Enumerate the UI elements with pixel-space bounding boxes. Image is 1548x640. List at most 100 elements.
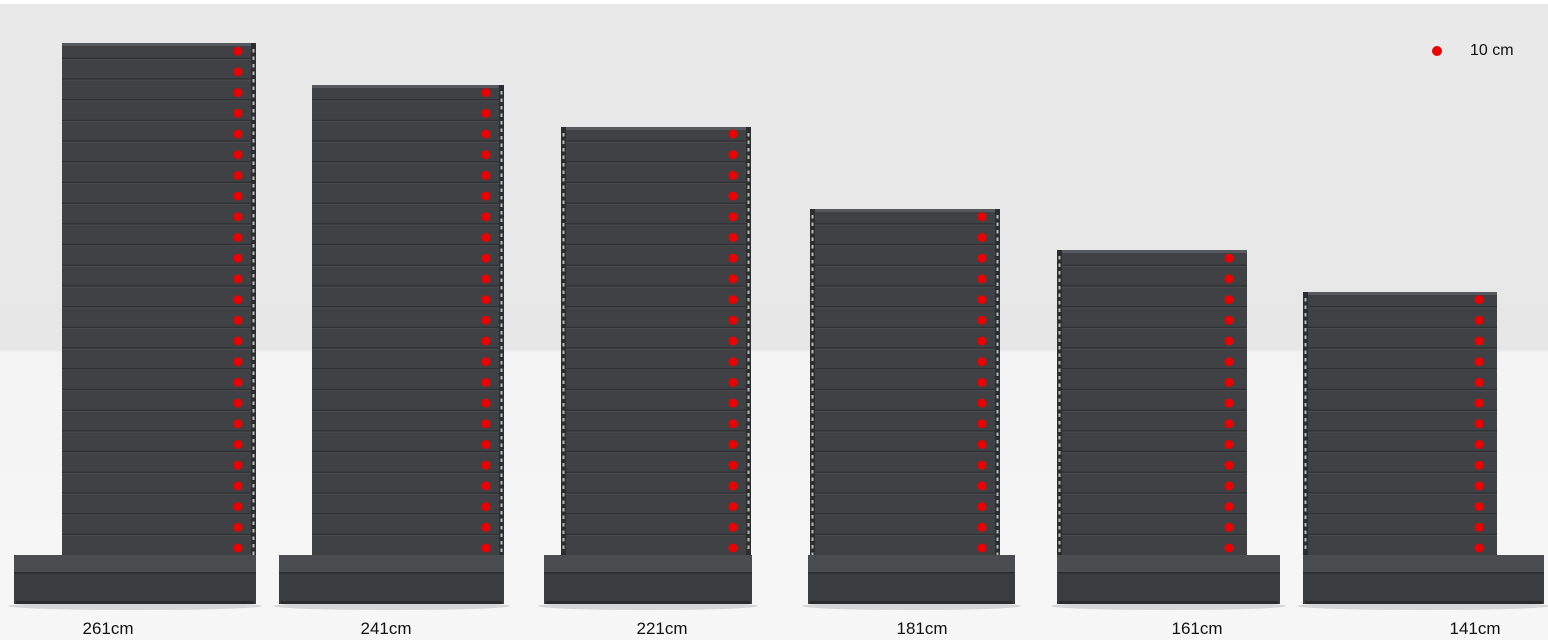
base-edge-unit-1 bbox=[14, 572, 256, 574]
upright-slot bbox=[811, 380, 814, 384]
height-label-unit-3: 221cm bbox=[636, 619, 688, 638]
base-edge-unit-3 bbox=[544, 572, 752, 574]
upright-slot bbox=[562, 200, 565, 204]
upright-slot bbox=[500, 518, 503, 522]
upright-slot bbox=[500, 173, 503, 177]
base-top-unit-3 bbox=[544, 555, 752, 572]
upright-slot bbox=[500, 458, 503, 462]
upright-slot bbox=[1058, 331, 1061, 335]
upright-slot bbox=[500, 346, 503, 350]
upright-slot bbox=[252, 154, 255, 158]
upright-slot bbox=[562, 283, 565, 287]
dot-10cm-unit-4 bbox=[977, 295, 987, 305]
upright-slot bbox=[811, 215, 814, 219]
upright-slot bbox=[747, 253, 750, 257]
upright-slot bbox=[252, 364, 255, 368]
dot-10cm-unit-3 bbox=[728, 522, 738, 532]
upright-slot bbox=[252, 521, 255, 525]
upright-slot bbox=[747, 388, 750, 392]
upright-slot bbox=[811, 507, 814, 511]
back-panel-unit-1 bbox=[62, 43, 256, 555]
dot-10cm-unit-3 bbox=[728, 253, 738, 263]
upright-slot bbox=[996, 425, 999, 429]
upright-slot bbox=[252, 409, 255, 413]
upright-slot bbox=[1304, 418, 1307, 422]
dot-10cm-unit-2 bbox=[481, 170, 491, 180]
height-label-unit-5: 161cm bbox=[1171, 619, 1223, 638]
dot-10cm-unit-3 bbox=[728, 129, 738, 139]
upright-slot bbox=[562, 290, 565, 294]
dot-10cm-unit-3 bbox=[728, 191, 738, 201]
upright-slot bbox=[996, 245, 999, 249]
upright-slot bbox=[1058, 481, 1061, 485]
upright-slot bbox=[500, 233, 503, 237]
base-edge-unit-6 bbox=[1303, 572, 1544, 574]
upright-slot bbox=[1058, 473, 1061, 477]
upright-slot bbox=[562, 418, 565, 422]
dot-10cm-unit-1 bbox=[233, 502, 243, 512]
upright-slot bbox=[252, 416, 255, 420]
upright-slot bbox=[252, 101, 255, 105]
upright-slot bbox=[562, 448, 565, 452]
upright-slot bbox=[811, 260, 814, 264]
upright-slot bbox=[252, 326, 255, 330]
upright-slot bbox=[747, 230, 750, 234]
upright-slot bbox=[500, 136, 503, 140]
upright-slot bbox=[562, 410, 565, 414]
dot-10cm-unit-6 bbox=[1474, 336, 1484, 346]
upright-slot bbox=[811, 335, 814, 339]
upright-slot bbox=[1304, 545, 1307, 549]
base-foot-unit-6 bbox=[1305, 601, 1542, 604]
upright-slot bbox=[562, 403, 565, 407]
dot-10cm-unit-4 bbox=[977, 481, 987, 491]
dot-10cm-unit-5 bbox=[1224, 336, 1234, 346]
upright-slot bbox=[811, 350, 814, 354]
upright-slot bbox=[500, 331, 503, 335]
upright-slot bbox=[252, 131, 255, 135]
base-foot-unit-4 bbox=[810, 601, 1013, 604]
upright-slot bbox=[996, 462, 999, 466]
dot-10cm-unit-3 bbox=[728, 440, 738, 449]
upright-slot bbox=[996, 447, 999, 451]
upright-slot bbox=[252, 506, 255, 510]
upright-slot bbox=[811, 492, 814, 496]
height-label-unit-2: 241cm bbox=[360, 619, 412, 638]
upright-slot bbox=[252, 401, 255, 405]
upright-slot bbox=[996, 507, 999, 511]
upright-slot bbox=[747, 200, 750, 204]
top-border bbox=[0, 0, 1548, 4]
upright-slot bbox=[747, 260, 750, 264]
upright-slot bbox=[1058, 451, 1061, 455]
upright-slot bbox=[252, 446, 255, 450]
upright-slot bbox=[500, 286, 503, 290]
upright-slot bbox=[996, 380, 999, 384]
upright-slot bbox=[996, 537, 999, 541]
panel-top-edge-unit-1 bbox=[62, 43, 256, 46]
upright-slot bbox=[562, 485, 565, 489]
upright-slot bbox=[562, 268, 565, 272]
upright-slot bbox=[562, 185, 565, 189]
upright-slot bbox=[747, 343, 750, 347]
upright-slot bbox=[996, 282, 999, 286]
dot-10cm-unit-6 bbox=[1474, 460, 1484, 470]
dot-10cm-unit-4 bbox=[977, 357, 987, 367]
upright-slot bbox=[500, 361, 503, 365]
upright-slot bbox=[747, 290, 750, 294]
upright-slot bbox=[747, 223, 750, 227]
base-front-unit-5 bbox=[1057, 572, 1280, 604]
upright-slot bbox=[996, 522, 999, 526]
upright-slot bbox=[500, 203, 503, 207]
upright-slot bbox=[562, 313, 565, 317]
upright-slot bbox=[252, 281, 255, 285]
upright-slot bbox=[1304, 515, 1307, 519]
upright-unit-3 bbox=[746, 127, 751, 599]
base-top-unit-4 bbox=[808, 555, 1015, 572]
upright-slot bbox=[747, 163, 750, 167]
upright-slot bbox=[1058, 398, 1061, 402]
upright-slot bbox=[996, 335, 999, 339]
base-front-unit-1 bbox=[14, 572, 256, 604]
upright-slot bbox=[252, 431, 255, 435]
upright-slot bbox=[1304, 358, 1307, 362]
upright-slot bbox=[996, 230, 999, 234]
base-foot-unit-5 bbox=[1059, 601, 1278, 604]
